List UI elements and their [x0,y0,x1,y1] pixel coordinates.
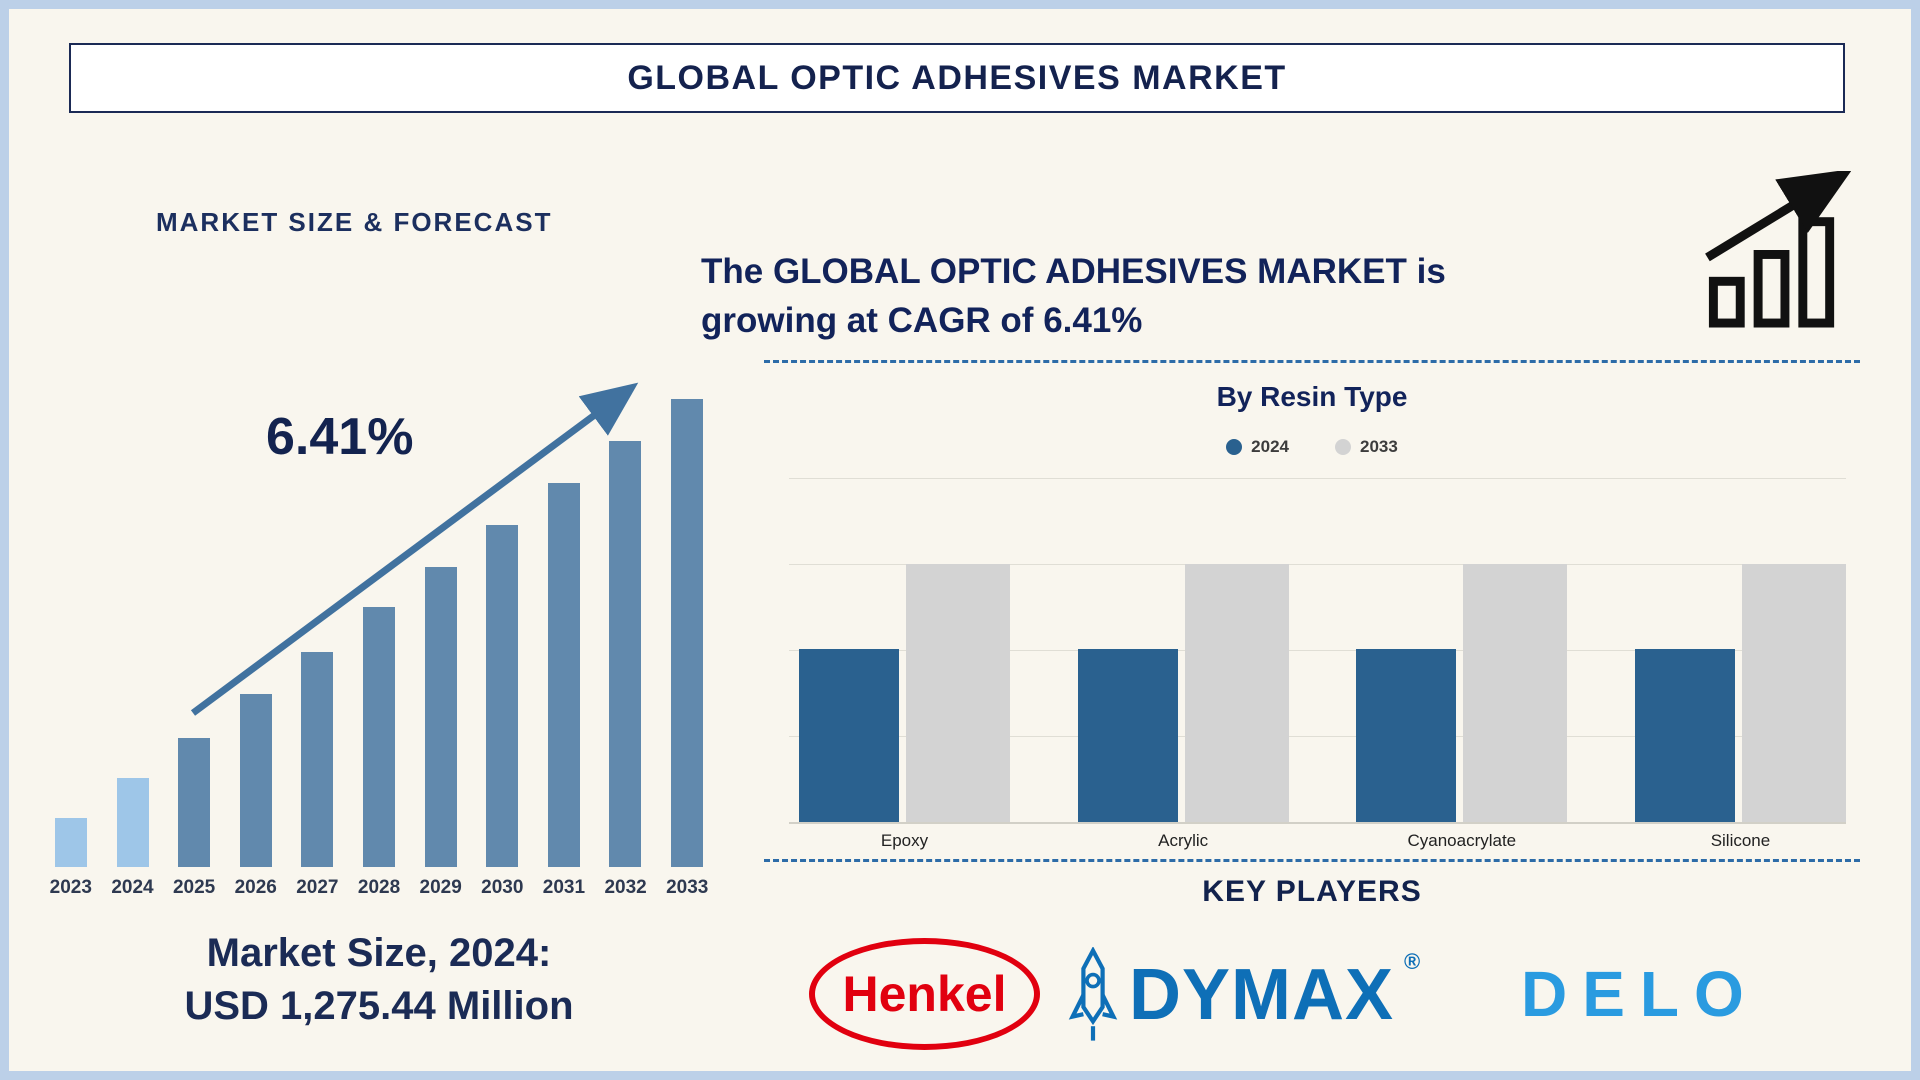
forecast-bars [55,399,703,867]
resin-bar-epoxy-2024 [799,649,899,822]
gridline [789,478,1846,479]
resin-bar-epoxy-2033 [906,564,1010,822]
legend-dot-2024 [1226,439,1243,455]
forecast-bar-2033 [670,399,703,867]
henkel-logo-text: Henkel [842,966,1007,1022]
resin-bar-acrylic-2024 [1077,649,1178,822]
dymax-registered-mark: ® [1404,949,1421,974]
henkel-logo: Henkel [809,938,1040,1050]
resin-bar-silicone-2024 [1634,649,1735,822]
dashed-divider-bottom [764,859,1860,862]
market-size-line1: Market Size, 2024: [206,931,552,975]
forecast-year-label: 2026 [234,877,277,898]
dymax-logo: DYMAX ® [1067,941,1420,1049]
dymax-rocket-icon [1068,947,1118,1041]
delo-logo-text: DELO [1521,958,1759,1030]
chart-baseline [789,822,1846,824]
forecast-bar-2025 [178,738,211,867]
delo-logo: DELO [1521,957,1759,1031]
legend-label-2024: 2024 [1251,437,1289,456]
resin-bar-acrylic-2033 [1184,564,1289,822]
forecast-bar-2028 [362,607,395,867]
growth-statement-line2: growing at CAGR of 6.41% [701,301,1143,340]
gridline [789,736,1846,737]
resin-category-label: Epoxy [880,831,929,850]
forecast-year-label: 2030 [481,877,524,898]
forecast-year-label: 2025 [172,877,216,898]
forecast-year-label: 2027 [296,877,339,898]
resin-category-label: Cyanoacrylate [1407,831,1517,850]
resin-bar-cyanoacrylate-2033 [1463,564,1568,822]
forecast-bar-2026 [239,694,272,867]
growth-statement-line1: The GLOBAL OPTIC ADHESIVES MARKET is [701,252,1446,291]
forecast-bar-2027 [301,652,334,867]
forecast-labels: 2023 2024 2025 2026 2027 2028 2029 2030 2031 2032… [40,877,718,899]
market-size-line2: USD 1,275.44 Million [184,983,574,1028]
forecast-year-label: 2033 [666,877,709,898]
forecast-bar-2030 [486,525,519,867]
forecast-bar-2031 [547,483,580,867]
dymax-logo-text: DYMAX [1129,955,1395,1035]
forecast-bar-2023 [55,818,87,867]
resin-bar-silicone-2033 [1741,564,1846,822]
forecast-year-label: 2028 [357,877,401,898]
forecast-bar-2029 [424,567,457,867]
key-players-heading: KEY PLAYERS [1202,875,1422,908]
forecast-bar-2032 [609,441,642,867]
market-size-callout: Market Size, 2024: USD 1,275.44 Million [64,927,694,1033]
gridline [789,564,1846,565]
cagr-annotation: 6.41% [266,408,414,466]
forecast-bar-2024 [116,778,149,867]
resin-group-acrylic [1077,564,1289,822]
title-banner: GLOBAL OPTIC ADHESIVES MARKET [69,43,1845,113]
resin-groups [799,478,1846,822]
dashed-divider-top [764,360,1860,363]
forecast-year-label: 2024 [111,877,154,898]
legend-item-2033: 2033 [1335,437,1398,457]
resin-category-label: Silicone [1710,831,1771,850]
growth-statement: The GLOBAL OPTIC ADHESIVES MARKET is gro… [701,247,1691,345]
forecast-year-label: 2031 [542,877,586,898]
bottom-cutoff-strip [111,1073,1395,1080]
resin-group-epoxy [799,564,1010,822]
resin-labels: Epoxy Acrylic Cyanoacrylate Silicone [799,831,1846,851]
gridline [789,650,1846,651]
resin-legend: 2024 2033 [764,437,1860,457]
forecast-heading: MARKET SIZE & FORECAST [156,207,553,237]
legend-dot-2033 [1335,439,1351,455]
forecast-year-label: 2032 [604,877,647,898]
forecast-year-label: 2023 [49,877,92,898]
resin-group-silicone [1634,564,1846,822]
trend-arrow [190,382,639,716]
forecast-year-label: 2029 [419,877,462,898]
page-title: GLOBAL OPTIC ADHESIVES MARKET [627,58,1287,97]
growth-chart-icon [1705,171,1851,328]
resin-group-cyanoacrylate [1356,564,1568,822]
legend-item-2024: 2024 [1226,437,1289,457]
resin-category-label: Acrylic [1158,831,1209,850]
resin-bar-cyanoacrylate-2024 [1356,649,1457,822]
legend-label-2033: 2033 [1360,437,1398,456]
resin-chart-title: By Resin Type [1216,381,1408,412]
